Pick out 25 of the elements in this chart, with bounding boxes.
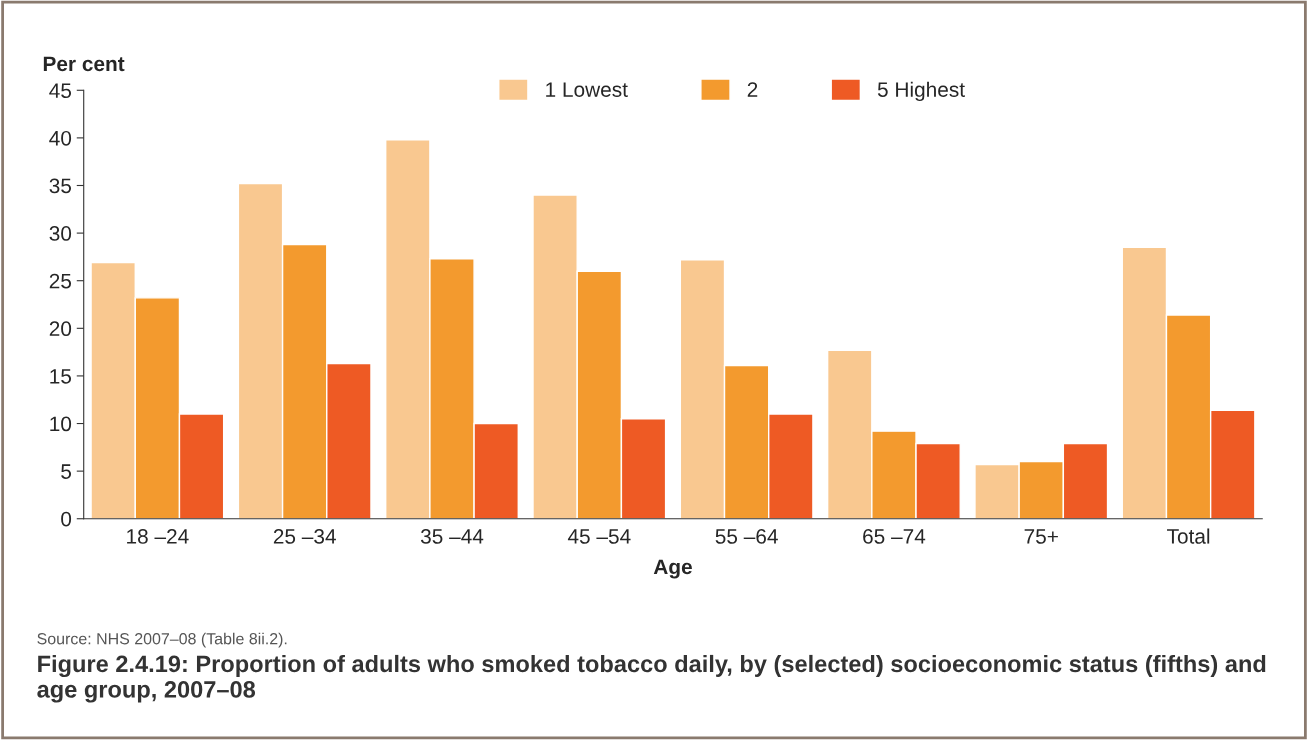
y-tick-label: 45 [49,83,72,99]
y-tick-label: 15 [50,369,72,384]
y-tick-label: 30 [49,226,72,241]
source-note: Source: NHS 2007–08 (Table 8ii.2). [37,632,287,648]
x-axis-title: Age [653,559,692,579]
legend-label: 5 Highest [877,81,965,102]
x-tick-label: 55 –64 [715,529,778,544]
legend-label: 2 [747,82,758,97]
x-tick-label: 18 –24 [127,529,189,544]
y-tick-label: 0 [61,511,72,527]
x-tick-label: 35 –44 [420,529,484,544]
y-axis-title: Per cent [43,56,125,72]
text: Figure 2.4.19: Proportion of adults who smoked tobacco daily, by (selected) socioeconomic status (fifths) and age group, 2007–08 [37,654,1266,703]
legend-label: 1 Lowest [546,82,628,97]
x-tick-label: 25 –34 [273,529,336,544]
x-tick-label: 75+ [1024,529,1058,544]
y-tick-label: 10 [50,416,72,432]
y-tick-label: 35 [49,178,72,194]
x-tick-label: Total [1167,528,1210,544]
x-tick-label: 45 –54 [567,529,631,544]
y-tick-label: 5 [61,464,72,479]
y-tick-label: 20 [49,321,72,337]
x-tick-label: 65 –74 [863,529,926,544]
y-tick-label: 25 [49,273,72,289]
y-tick-label: 40 [49,130,72,146]
